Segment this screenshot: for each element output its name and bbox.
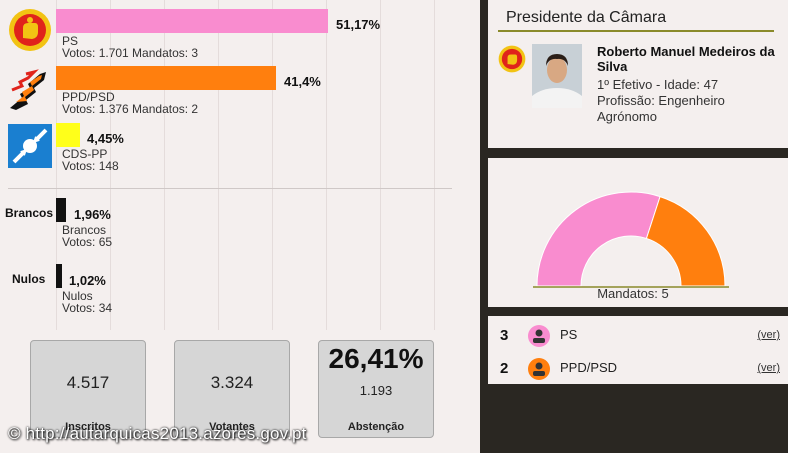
cds-pp-name: CDS-PP xyxy=(62,147,108,161)
seats-chart-panel: Mandatos: 5 xyxy=(488,158,788,307)
abstencao-label: Abstenção xyxy=(347,421,405,433)
nulos-name: Nulos xyxy=(62,289,93,303)
abstencao-value: 1.193 xyxy=(359,383,393,398)
grid-line xyxy=(380,0,381,330)
nulos-votes: Votos: 34 xyxy=(62,301,113,315)
seats-slice-ppd-psd xyxy=(645,195,726,287)
brancos-percentage: 1,96% xyxy=(74,207,111,222)
person-icon xyxy=(528,325,550,347)
brancos-votes: Votos: 65 xyxy=(62,235,113,249)
seats-semicircle-chart xyxy=(533,191,729,288)
grid-line xyxy=(56,0,57,330)
psd-arrows-logo xyxy=(10,69,46,110)
inscritos-value: 4.517 xyxy=(66,373,110,392)
seat-party-name: PS xyxy=(560,327,578,342)
abstencao-card: 26,41% 1.193 Abstenção xyxy=(318,340,434,438)
results-panel: 51,17% PS Votos: 1.701 Mandatos: 3 41,4%… xyxy=(0,0,480,453)
cds-pp-votes: Votos: 148 xyxy=(62,159,119,173)
copyright-watermark: © http://autarquicas2013.azores.gov.pt xyxy=(8,424,307,443)
ps-fist-rose-logo xyxy=(9,9,51,51)
seat-party-name: PPD/PSD xyxy=(560,360,618,375)
nulos-percentage: 1,02% xyxy=(69,273,106,288)
person-icon xyxy=(528,358,550,380)
ppd-psd-votes: Votos: 1.376 Mandatos: 2 xyxy=(62,102,199,116)
ps-percentage: 51,17% xyxy=(336,17,381,32)
ps-votes: Votos: 1.701 Mandatos: 3 xyxy=(62,46,199,60)
president-panel: Presidente da Câmara Roberto Manuel Mede… xyxy=(488,0,788,148)
seats-list-panel: 3 PS (ver) 2 PPD/PSD (ver) xyxy=(488,316,788,384)
votantes-value: 3.324 xyxy=(210,373,254,392)
ver-link[interactable]: (ver) xyxy=(757,329,780,341)
seats-slice-ps xyxy=(536,191,661,287)
cds-pp-logo xyxy=(8,124,52,168)
right-column: Presidente da Câmara Roberto Manuel Mede… xyxy=(488,0,788,453)
ps-name: PS xyxy=(62,34,79,48)
title-underline xyxy=(498,30,774,32)
cds-pp-bar xyxy=(56,123,80,147)
inscritos-label: Inscritos xyxy=(65,421,111,433)
grid-line xyxy=(110,0,111,330)
seat-count: 2 xyxy=(500,360,509,377)
president-photo xyxy=(532,44,582,108)
grid-line xyxy=(164,0,165,330)
votantes-card: 3.324 Votantes xyxy=(174,340,290,438)
brancos-name: Brancos xyxy=(62,223,107,237)
ps-fist-rose-logo xyxy=(498,45,526,73)
votantes-label: Votantes xyxy=(209,421,255,433)
list-item: 2 PPD/PSD (ver) xyxy=(488,352,788,382)
abstencao-percentage: 26,41% xyxy=(328,343,424,374)
ppd-psd-name: PPD/PSD xyxy=(62,90,115,104)
ps-bar xyxy=(56,9,328,33)
nulos-bar xyxy=(56,264,62,288)
brancos-bar xyxy=(56,198,66,222)
nulos-side-label: Nulos xyxy=(12,272,46,286)
seats-total-label: Mandatos: 5 xyxy=(597,286,669,301)
divider xyxy=(8,188,452,189)
grid-line xyxy=(218,0,219,330)
list-item: 3 PS (ver) xyxy=(488,319,788,349)
president-profession: Profissão: Engenheiro Agrónomo xyxy=(597,93,725,124)
grid-line xyxy=(434,0,435,330)
ppd-psd-percentage: 41,4% xyxy=(284,74,321,89)
president-age: 1º Efetivo - Idade: 47 xyxy=(597,77,719,92)
president-title: Presidente da Câmara xyxy=(506,9,667,26)
cds-pp-percentage: 4,45% xyxy=(87,131,124,146)
ppd-psd-bar xyxy=(56,66,276,90)
seat-count: 3 xyxy=(500,327,509,344)
inscritos-card: 4.517 Inscritos xyxy=(30,340,146,438)
grid-line xyxy=(326,0,327,330)
ver-link[interactable]: (ver) xyxy=(757,362,780,374)
president-name: Roberto Manuel Medeiros da Silva xyxy=(597,44,775,74)
grid-line xyxy=(272,0,273,330)
brancos-side-label: Brancos xyxy=(5,206,54,220)
